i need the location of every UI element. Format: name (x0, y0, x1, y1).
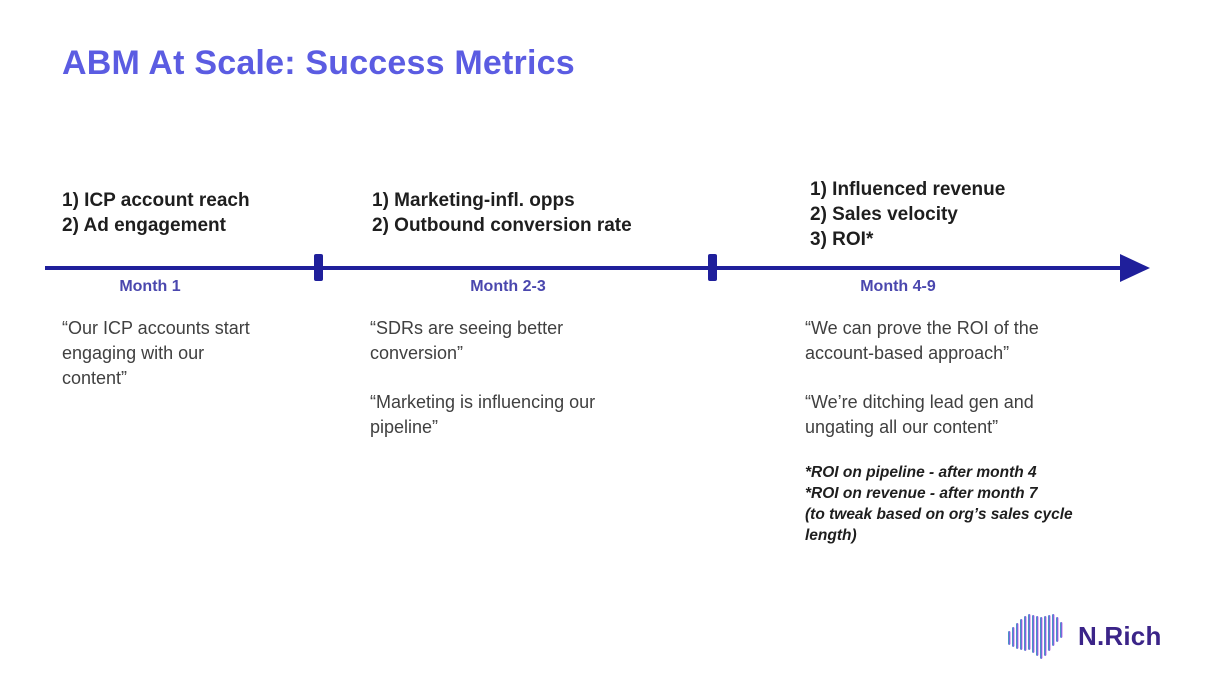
phase2-quotes: “SDRs are seeing better conversion” “Mar… (370, 316, 600, 464)
metric-item: 2) Ad engagement (62, 215, 226, 236)
metric-item: 3) ROI* (810, 229, 874, 250)
quote-text: “We can prove the ROI of the account-bas… (805, 318, 1039, 363)
waveform-icon (1008, 614, 1063, 659)
quote-text: “SDRs are seeing better conversion” (370, 318, 564, 363)
timeline-tick (708, 254, 717, 281)
metric-item: 2) Outbound conversion rate (372, 215, 632, 236)
metric-item: 1) ICP account reach (62, 190, 250, 211)
footnote-line: (to tweak based on org’s sales cycle len… (805, 506, 1073, 544)
timeline-line (45, 266, 1125, 270)
metric-item: 2) Sales velocity (810, 204, 958, 225)
quote-text: “Our ICP accounts start engaging with ou… (62, 318, 250, 388)
footnote-line: *ROI on pipeline - after month 4 (805, 464, 1037, 481)
phase3-metrics: 1) Influenced revenue 2) Sales velocity … (810, 177, 1005, 252)
nrich-logo: N.Rich (1008, 612, 1162, 660)
phase2-metrics: 1) Marketing-infl. opps 2) Outbound conv… (372, 188, 632, 238)
phase2-month-label: Month 2-3 (470, 278, 546, 295)
phase1-month-label: Month 1 (119, 278, 181, 295)
slide-title: ABM At Scale: Success Metrics (62, 44, 575, 82)
phase1-quotes: “Our ICP accounts start engaging with ou… (62, 316, 262, 415)
phase1-metrics: 1) ICP account reach 2) Ad engagement (62, 188, 250, 238)
footnote-line: *ROI on revenue - after month 7 (805, 485, 1038, 502)
metric-item: 1) Influenced revenue (810, 179, 1006, 200)
timeline-arrow-icon (1120, 254, 1150, 282)
logo-text: N.Rich (1078, 620, 1162, 651)
phase3-quotes: “We can prove the ROI of the account-bas… (805, 316, 1073, 546)
timeline-tick (314, 254, 323, 281)
phase3-month-label: Month 4-9 (860, 278, 936, 295)
quote-text: “Marketing is influencing our pipeline” (370, 392, 596, 437)
metric-item: 1) Marketing-infl. opps (372, 190, 575, 211)
quote-text: “We’re ditching lead gen and ungating al… (805, 392, 1034, 437)
roi-footnote: *ROI on pipeline - after month 4 *ROI on… (805, 462, 1080, 546)
